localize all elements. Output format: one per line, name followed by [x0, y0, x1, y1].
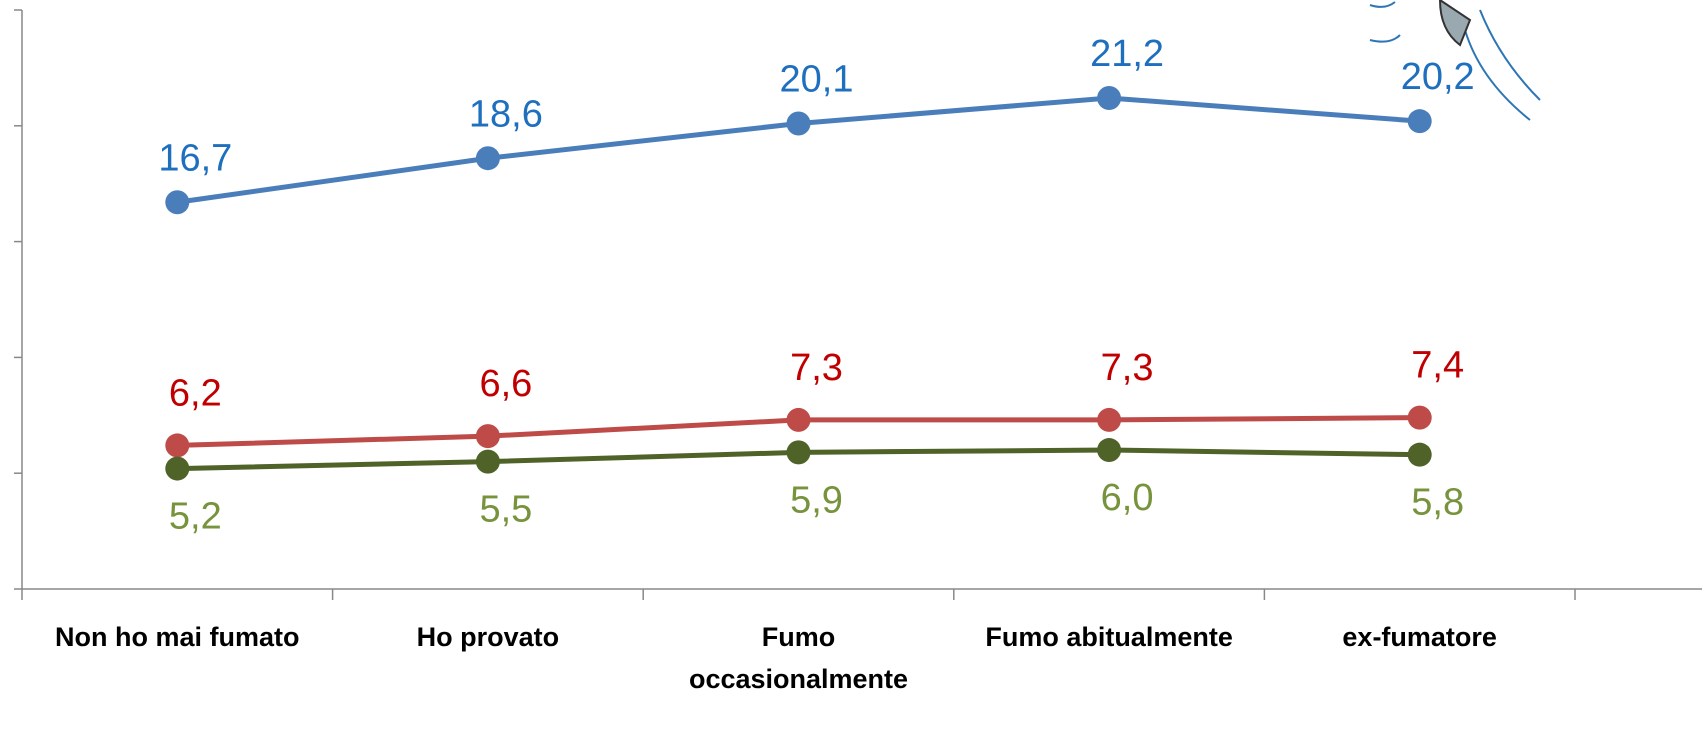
data-point: [786, 111, 811, 136]
x-tick-label: Fumo occasionalmente: [688, 622, 909, 694]
data-label: 5,2: [169, 496, 222, 538]
data-label: 21,2: [1090, 33, 1164, 75]
data-label: 7,4: [1411, 345, 1464, 387]
data-point: [1097, 407, 1122, 432]
x-tick-label: Non ho mai fumato: [55, 622, 300, 652]
x-tick-label: ex-fumatore: [1342, 622, 1497, 652]
data-point: [165, 456, 190, 481]
data-point: [475, 449, 500, 474]
data-label: 7,3: [1101, 347, 1154, 389]
data-label: 16,7: [158, 137, 232, 179]
data-point: [165, 433, 190, 458]
data-label: 20,2: [1401, 56, 1475, 98]
decoration: [1369, 0, 1541, 121]
data-point: [1097, 438, 1122, 463]
data-label: 6,2: [169, 372, 222, 414]
data-label: 7,3: [790, 347, 843, 389]
data-point: [475, 424, 500, 449]
data-point: [1407, 442, 1432, 467]
data-label: 5,5: [479, 489, 532, 531]
data-point: [475, 146, 500, 171]
data-point: [786, 407, 811, 432]
data-point: [165, 190, 190, 215]
data-label: 20,1: [780, 59, 854, 101]
data-point: [1097, 86, 1122, 111]
data-point: [1407, 405, 1432, 430]
data-point: [1407, 109, 1432, 134]
data-label: 5,9: [790, 479, 843, 521]
data-label: 6,6: [479, 363, 532, 405]
x-tick-label: Ho provato: [416, 622, 560, 652]
data-label: 18,6: [469, 93, 543, 135]
x-tick-label: Fumo abitualmente: [985, 622, 1233, 652]
data-point: [786, 440, 811, 465]
data-label: 6,0: [1101, 477, 1154, 519]
data-label: 5,8: [1411, 482, 1464, 524]
